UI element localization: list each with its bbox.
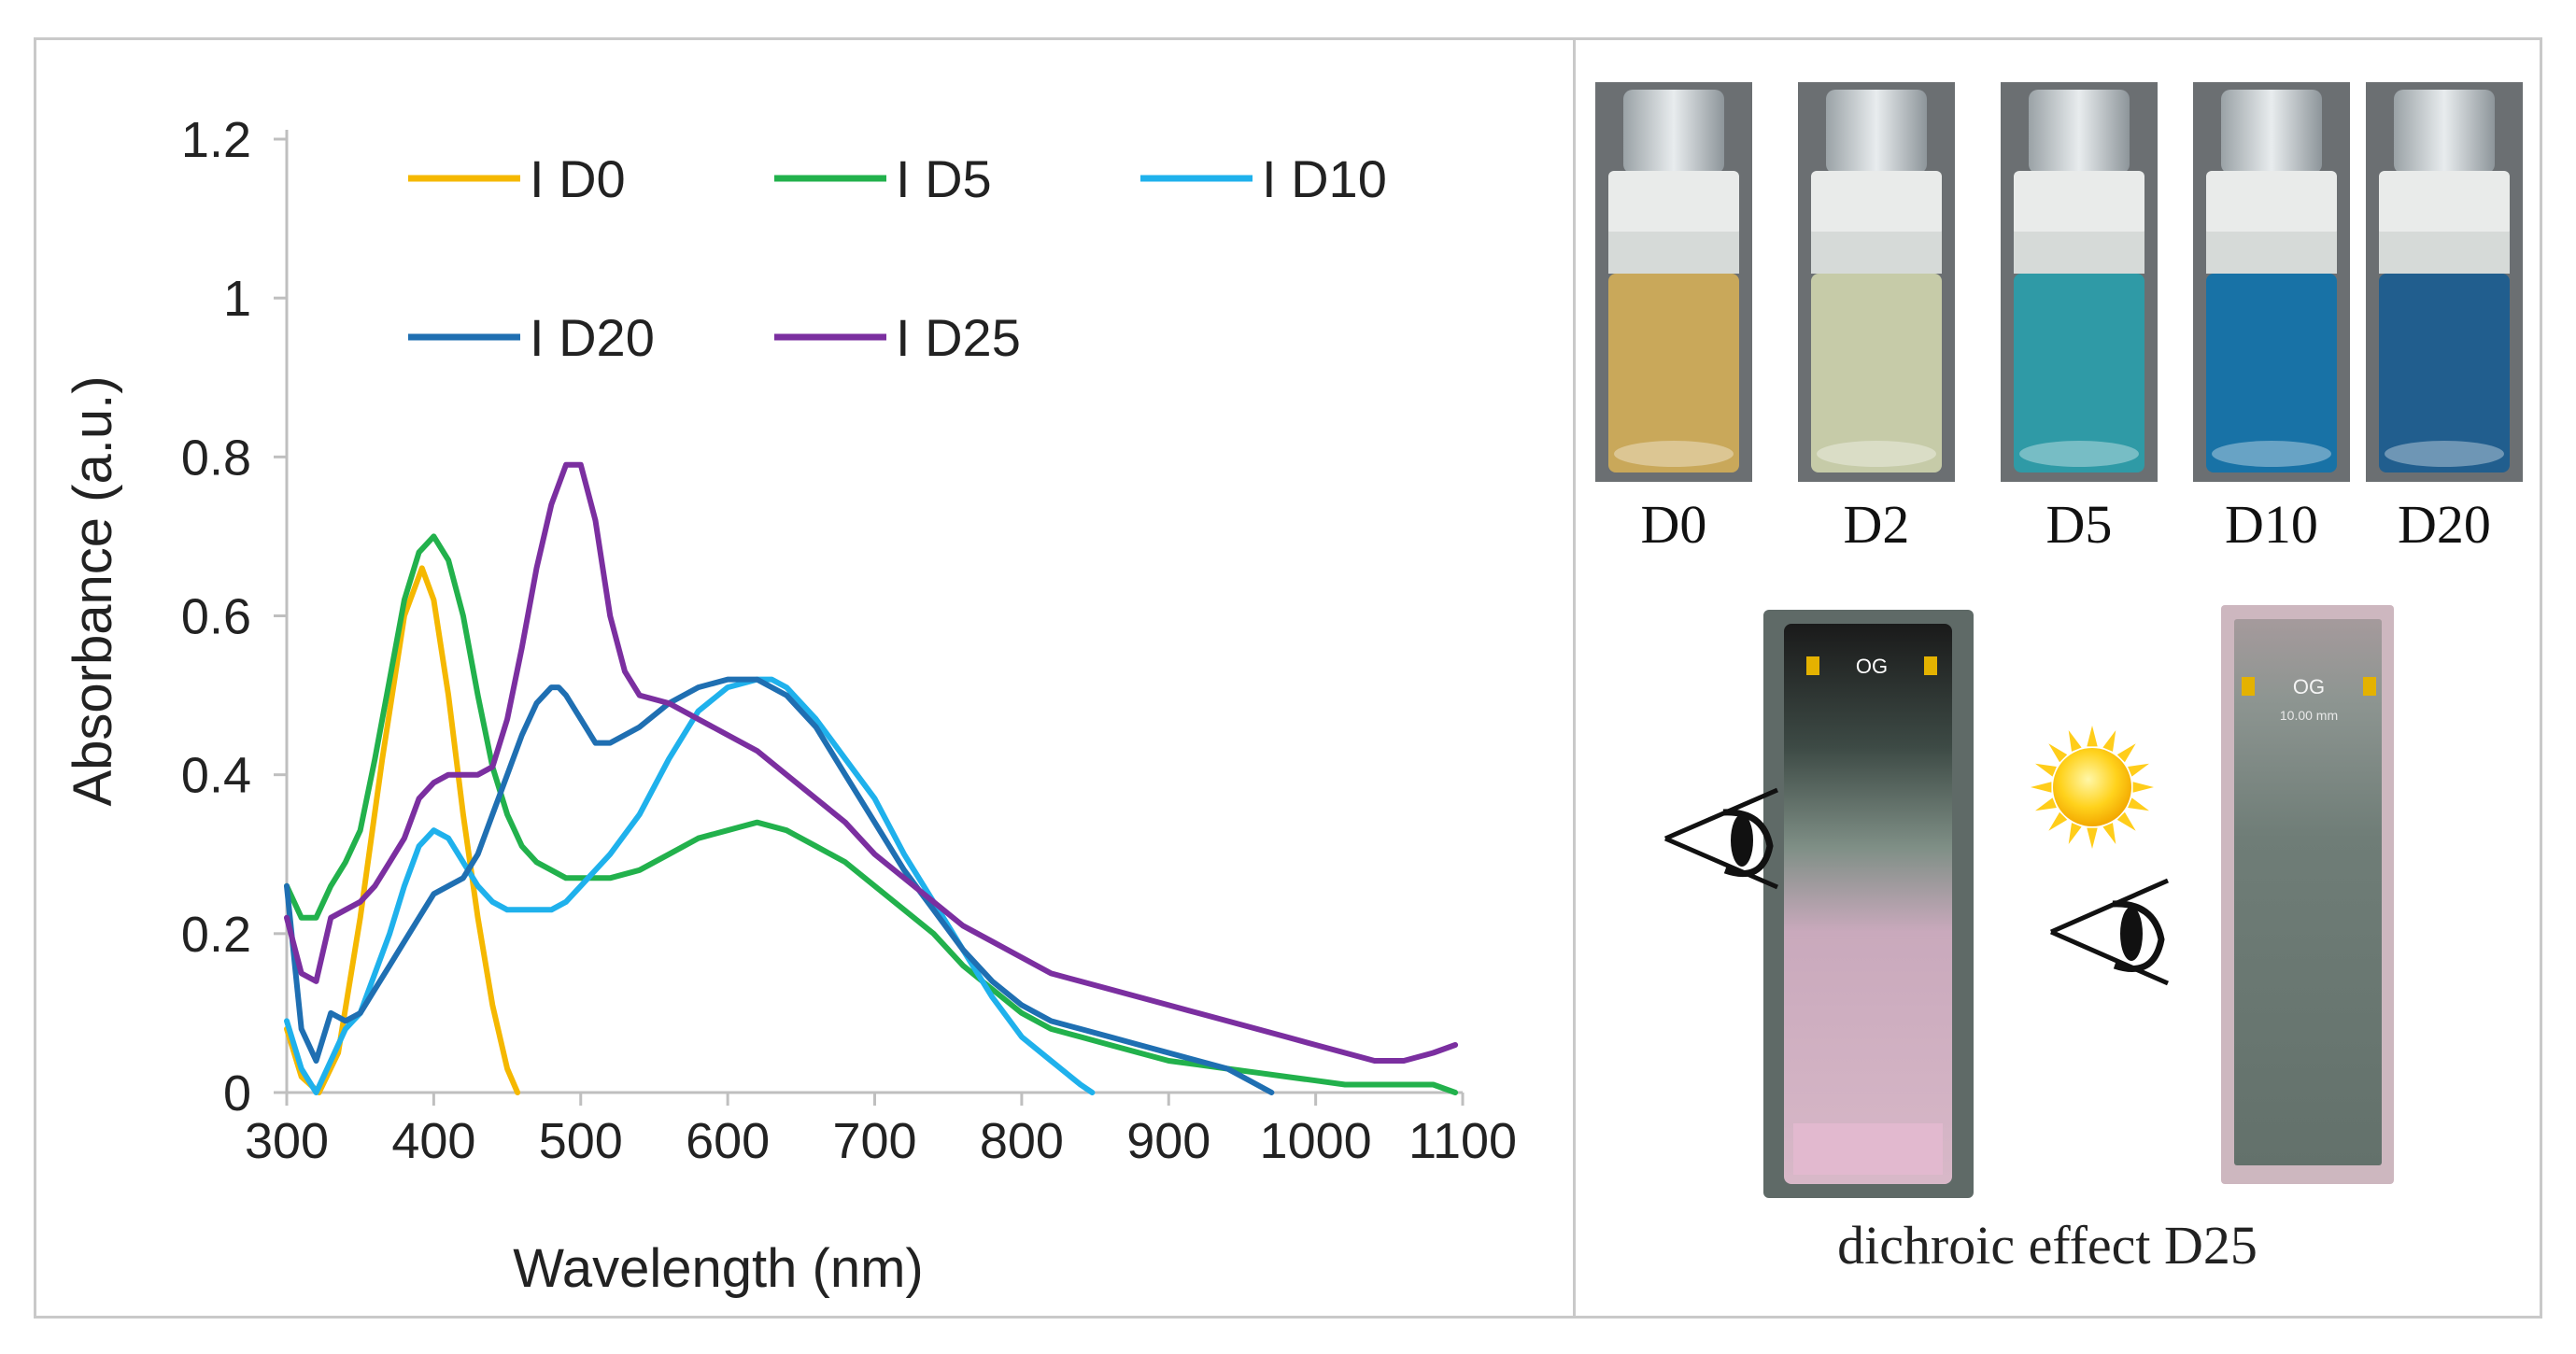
y-tick-label: 1.2 (181, 112, 251, 168)
plot-area: 0 0.2 0.4 0.6 0.8 1 1.2 300 400 500 600 700 800 900 10… (181, 112, 1517, 1169)
vial-photo-d0 (1595, 82, 1752, 482)
series-line-i-d25 (284, 461, 1459, 1064)
sun-ray (2102, 823, 2116, 844)
vial-label: D2 (1844, 494, 1910, 555)
sun-ray (2102, 730, 2116, 752)
x-tick-label: 500 (539, 1113, 623, 1169)
cuvette-left: OG (1763, 610, 1974, 1198)
legend-label: I D0 (530, 149, 626, 208)
vial-photo-d5 (2001, 82, 2158, 482)
y-tick-label: 1 (223, 271, 251, 327)
sun-ray (2128, 763, 2149, 777)
dichroic-caption: dichroic effect D25 (1837, 1215, 2258, 1276)
sun-icon (2031, 726, 2154, 849)
vial-label: D10 (2225, 494, 2318, 555)
vial-label: D5 (2046, 494, 2113, 555)
sun-ray (2068, 730, 2082, 752)
y-axis-title: Absorbance (a.u.) (63, 375, 123, 806)
legend-label: I D5 (896, 149, 992, 208)
legend: I D0 I D5 I D10 I D20 I D25 (408, 149, 1387, 367)
sun-ray (2128, 797, 2149, 811)
cuvette-logo-text: OG (1856, 655, 1888, 678)
eye-icon (2049, 878, 2170, 986)
logo-mark-left (1806, 656, 1819, 675)
series-line-i-d20 (284, 676, 1275, 1095)
sun-ray (2087, 726, 2098, 747)
logo-mark-right (1924, 656, 1937, 675)
vial-label: D0 (1641, 494, 1707, 555)
vials-row: D0 D2 D5 D10 D20 (1595, 82, 2523, 555)
series-line-i-d0 (284, 565, 521, 1095)
x-tick-label: 600 (686, 1113, 770, 1169)
logo-mark-right-2 (2363, 677, 2376, 696)
eye-icon (1664, 787, 1778, 890)
legend-label: I D20 (530, 308, 655, 367)
figure-frame (34, 37, 2542, 1319)
x-tick-label: 1000 (1260, 1113, 1372, 1169)
sun-ray (2116, 743, 2136, 763)
panel-divider (1573, 37, 1576, 1319)
cuvette-scale-text: 10.00 mm (2280, 708, 2338, 723)
sun-ray (2087, 827, 2098, 849)
cuvette-right: OG 10.00 mm (2221, 605, 2394, 1184)
absorbance-chart: 0 0.2 0.4 0.6 0.8 1 1.2 300 400 500 600 700 800 900 10… (63, 112, 1517, 1299)
vial-photo-d2 (1798, 82, 1955, 482)
x-tick-label: 700 (832, 1113, 916, 1169)
photo-panel: D0 D2 D5 D10 D20 OG OG 10.00 mm dichroic eff… (1595, 82, 2523, 1276)
legend-label: I D10 (1262, 149, 1387, 208)
series-line-i-d10 (284, 676, 1096, 1095)
y-tick-label: 0.8 (181, 430, 251, 486)
sun-ray (2116, 811, 2136, 831)
x-tick-label: 900 (1126, 1113, 1210, 1169)
y-tick-label: 0.4 (181, 748, 251, 804)
x-tick-label: 300 (245, 1113, 329, 1169)
x-axis-title: Wavelength (nm) (513, 1238, 923, 1299)
sun-ray (2068, 823, 2082, 844)
logo-mark-left-2 (2242, 677, 2255, 696)
sun-ray (2031, 782, 2052, 793)
vial-photo-d10 (2193, 82, 2350, 482)
y-tick-label: 0.6 (181, 589, 251, 645)
x-tick-label: 800 (980, 1113, 1064, 1169)
cuvette-logo-text-2: OG (2293, 675, 2325, 698)
sun-ray (2048, 743, 2068, 763)
x-tick-label: 1100 (1408, 1113, 1517, 1169)
x-tick-label: 400 (391, 1113, 475, 1169)
y-tick-label: 0 (223, 1065, 251, 1121)
legend-label: I D25 (896, 308, 1021, 367)
sun-ray (2132, 782, 2154, 793)
sun-ray (2035, 797, 2057, 811)
vial-photo-d20 (2366, 82, 2523, 482)
vial-label: D20 (2398, 494, 2491, 555)
y-tick-label: 0.2 (181, 907, 251, 963)
sun-ray (2048, 811, 2068, 831)
sun-ray (2035, 763, 2057, 777)
